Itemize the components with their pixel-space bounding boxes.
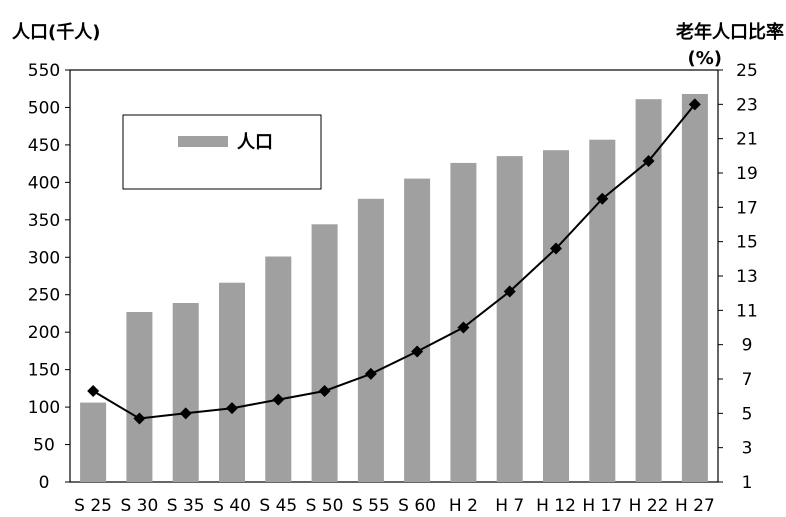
ratio-point-S60 (411, 345, 424, 358)
ratio-point-H27 (688, 98, 701, 111)
legend: 人口 (122, 114, 322, 190)
line-series-group (87, 98, 701, 425)
y2-tick-label: 15 (736, 233, 758, 253)
y-tick-label: 150 (28, 361, 60, 381)
y2-tick-label: 19 (736, 164, 758, 184)
x-ticks-group: S 25 S 30 S 35 S 40 S 45 S 50 S 55 S 60 H 2 H 7 H … (74, 496, 715, 516)
y2-tick-label: 9 (742, 336, 753, 356)
ratio-point-S30 (133, 412, 146, 425)
bar-S25 (80, 402, 107, 482)
bar-S30 (126, 312, 153, 482)
ratio-point-S50 (318, 385, 331, 398)
y2-tick-label: 21 (736, 130, 758, 150)
bars-group (80, 94, 708, 483)
y2-axis-label-line2: (%) (688, 48, 723, 69)
ratio-point-H2 (457, 321, 470, 334)
bar-S55 (357, 198, 384, 483)
y-tick-label: 100 (28, 398, 60, 418)
x-tick-label: S 35 (167, 496, 205, 516)
y2-tick-label: 17 (736, 198, 758, 218)
x-tick-label: H 7 (495, 496, 524, 516)
y-tick-label: 400 (28, 173, 60, 193)
ratio-point-S55 (364, 367, 377, 380)
y2-tick-label: 3 (742, 439, 753, 459)
y2-axis-label-line1: 老年人口比率 (676, 21, 784, 43)
ratio-point-S25 (87, 385, 100, 398)
y-tick-label: 200 (28, 323, 60, 343)
y-tick-label: 500 (28, 98, 60, 118)
x-tick-label: S 45 (259, 496, 297, 516)
ratio-point-S45 (272, 393, 285, 406)
y-tick-label: 0 (39, 473, 50, 493)
legend-label-population: 人口 (237, 132, 273, 153)
y2-tick-label: 11 (736, 301, 758, 321)
x-tick-label: H 17 (582, 496, 622, 516)
y-tick-label: 350 (28, 211, 60, 231)
x-tick-label: S 30 (120, 496, 158, 516)
x-tick-label: S 50 (306, 496, 344, 516)
ratio-point-H7 (503, 285, 516, 298)
y-tick-label: 250 (28, 286, 60, 306)
legend-box (122, 114, 322, 190)
ratio-point-H22 (642, 154, 655, 167)
y2-tick-label: 7 (742, 370, 753, 390)
bar-S45 (265, 256, 292, 482)
ratio-point-H12 (550, 242, 562, 255)
bar-S35 (172, 303, 199, 482)
y-tick-label: 450 (28, 136, 60, 156)
x-tick-label: H 2 (449, 496, 478, 516)
bar-H7 (496, 156, 523, 482)
ratio-point-S35 (179, 407, 192, 420)
bar-H12 (543, 150, 569, 482)
x-tick-label: H 27 (675, 496, 715, 516)
x-tick-label: S 60 (398, 496, 436, 516)
y-tick-label: 550 (28, 61, 60, 81)
y2-tick-label: 1 (742, 473, 753, 493)
x-tick-label: S 25 (74, 496, 112, 516)
ratio-point-H17 (596, 192, 609, 205)
bar-S60 (404, 178, 431, 482)
bar-S40 (219, 282, 245, 482)
y-tick-label: 300 (28, 248, 60, 268)
y2-tick-label: 13 (736, 267, 758, 287)
y2-tick-label: 25 (736, 61, 758, 81)
x-tick-label: H 12 (536, 496, 576, 516)
x-tick-label: S 40 (213, 496, 251, 516)
bar-S50 (311, 224, 338, 483)
ratio-point-S40 (226, 402, 238, 415)
y-ticks-group: 0 50 100 150 200 250 300 350 400 450 500 550 (28, 61, 70, 493)
x-tick-label: S 55 (352, 496, 390, 516)
y-axis-label: 人口(千人) (12, 22, 100, 43)
bar-H27 (681, 94, 708, 482)
x-tick-label: H 22 (629, 496, 669, 516)
y2-tick-label: 5 (742, 404, 753, 424)
y2-tick-label: 23 (736, 95, 758, 115)
legend-swatch-population (178, 136, 228, 147)
ratio-line (92, 103, 696, 420)
y-tick-label: 50 (33, 436, 55, 456)
